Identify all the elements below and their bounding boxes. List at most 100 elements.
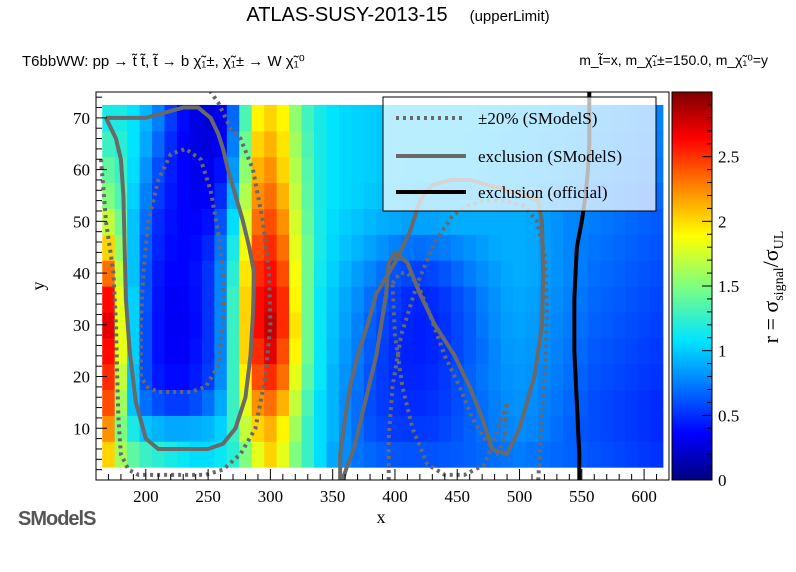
heatmap-cell	[301, 130, 315, 158]
heatmap-cell	[201, 337, 215, 365]
heatmap-cell	[426, 441, 440, 468]
heatmap-cell	[226, 208, 240, 235]
heatmap-cell	[351, 208, 365, 235]
heatmap-cell	[413, 337, 427, 365]
heatmap-cell	[588, 415, 602, 442]
heatmap-cell	[513, 234, 527, 261]
heatmap-cell	[289, 208, 303, 235]
heatmap-cell	[438, 311, 452, 339]
heatmap-cell	[426, 208, 440, 235]
heatmap-cell	[264, 415, 278, 442]
heatmap-cell	[600, 415, 614, 442]
heatmap-cell	[401, 415, 415, 442]
heatmap-cell	[625, 363, 639, 391]
heatmap-cell	[426, 286, 440, 313]
heatmap-cell	[289, 260, 303, 287]
heatmap-cell	[226, 260, 240, 287]
heatmap-cell	[338, 337, 352, 365]
heatmap-cell	[289, 337, 303, 365]
heatmap-cell	[226, 311, 240, 339]
colorbar-label: r = σsignal/σUL	[758, 231, 787, 344]
heatmap-cell	[525, 311, 539, 339]
heatmap-cell	[139, 130, 153, 158]
heatmap-cell	[550, 260, 564, 287]
heatmap-cell	[413, 363, 427, 391]
heatmap-cell	[251, 389, 265, 416]
heatmap-cell	[413, 311, 427, 339]
heatmap-cell	[164, 260, 178, 287]
heatmap-cell	[102, 311, 116, 339]
y-tick-label: 70	[73, 109, 90, 128]
heatmap-cell	[251, 415, 265, 442]
heatmap-cell	[600, 208, 614, 235]
heatmap-cell	[214, 389, 228, 416]
heatmap-cell	[239, 130, 253, 158]
heatmap-cell	[550, 389, 564, 416]
heatmap-cell	[588, 311, 602, 339]
heatmap-cell	[313, 130, 328, 158]
x-tick-label: 550	[569, 487, 595, 506]
heatmap-cell	[363, 234, 377, 261]
heatmap-cell	[127, 441, 141, 468]
legend: ±20% (SModelS) exclusion (SModelS) exclu…	[382, 96, 657, 212]
heatmap-cell	[413, 441, 427, 468]
heatmap-cell	[264, 208, 278, 235]
heatmap-cell	[612, 441, 627, 468]
title-main: ATLAS-SUSY-2013-15	[246, 4, 448, 26]
heatmap-cell	[413, 389, 427, 416]
heatmap-cell	[625, 337, 639, 365]
heatmap-cell	[363, 260, 377, 287]
heatmap-cell	[214, 415, 228, 442]
heatmap-cell	[176, 311, 191, 339]
legend-label-band: ±20% (SModelS)	[478, 109, 597, 128]
heatmap-cell	[525, 260, 539, 287]
heatmap-cell	[650, 311, 664, 339]
heatmap-cell	[201, 182, 215, 209]
heatmap-cell	[313, 234, 328, 261]
heatmap-cell	[388, 441, 402, 468]
heatmap-cell	[276, 104, 290, 132]
heatmap-cell	[426, 415, 440, 442]
heatmap-cell	[588, 363, 602, 391]
heatmap-cell	[326, 156, 340, 184]
heatmap-cell	[500, 363, 514, 391]
heatmap-cell	[239, 441, 253, 468]
contour-lines	[98, 92, 592, 480]
heatmap-cell	[563, 363, 577, 391]
heatmap-cell	[612, 234, 627, 261]
heatmap-cell	[276, 182, 290, 209]
heatmap-cell	[463, 260, 477, 287]
heatmap-cell	[313, 311, 328, 339]
heatmap-cell	[102, 337, 116, 365]
heatmap-cell	[575, 311, 589, 339]
heatmap-cell	[164, 234, 178, 261]
heatmap-cell	[289, 182, 303, 209]
heatmap-cell	[650, 234, 664, 261]
heatmap-cell	[114, 389, 128, 416]
heatmap-cell	[351, 286, 365, 313]
heatmap-cell	[139, 234, 153, 261]
heatmap-cell	[438, 389, 452, 416]
heatmap-cell	[164, 311, 178, 339]
heatmap-cell	[102, 441, 116, 468]
heatmap-cell	[313, 337, 328, 365]
heatmap-cell	[264, 363, 278, 391]
heatmap-cell	[226, 104, 240, 132]
heatmap-cell	[189, 286, 203, 313]
heatmap-cell	[488, 260, 502, 287]
heatmap-cell	[563, 415, 577, 442]
heatmap-cell	[164, 182, 178, 209]
heatmap-cell	[575, 260, 589, 287]
heatmap-cell	[600, 311, 614, 339]
heatmap-cell	[637, 363, 651, 391]
heatmap-cell	[650, 441, 664, 468]
heatmap-cell	[401, 337, 415, 365]
heatmap-cell	[152, 363, 166, 391]
title-subtitle: (upperLimit)	[469, 8, 550, 25]
heatmap-cell	[625, 389, 639, 416]
heatmap-cell	[650, 337, 664, 365]
heatmap-cell	[363, 130, 377, 158]
heatmap-cell	[313, 208, 328, 235]
heatmap-cell	[351, 130, 365, 158]
